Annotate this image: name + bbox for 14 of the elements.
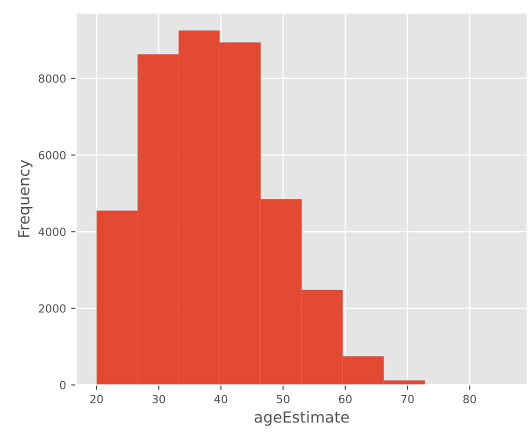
x-tick-label: 20 <box>90 394 103 404</box>
x-axis-title: ageEstimate <box>254 410 349 426</box>
y-tick-label: 8000 <box>38 74 66 83</box>
x-tick-label: 40 <box>214 394 228 404</box>
x-tick-label: 80 <box>463 394 476 404</box>
x-tick-label: 50 <box>276 394 290 404</box>
x-tick-label: 70 <box>401 394 414 404</box>
y-tick-label: 6000 <box>38 151 66 160</box>
y-tick-label: 2000 <box>38 304 66 313</box>
x-tick-label: 30 <box>152 394 166 404</box>
y-tick-label: 0 <box>60 380 66 390</box>
y-axis-title: Frequency <box>18 160 32 237</box>
x-tick-label: 60 <box>338 394 352 404</box>
y-tick-label: 4000 <box>38 228 66 236</box>
